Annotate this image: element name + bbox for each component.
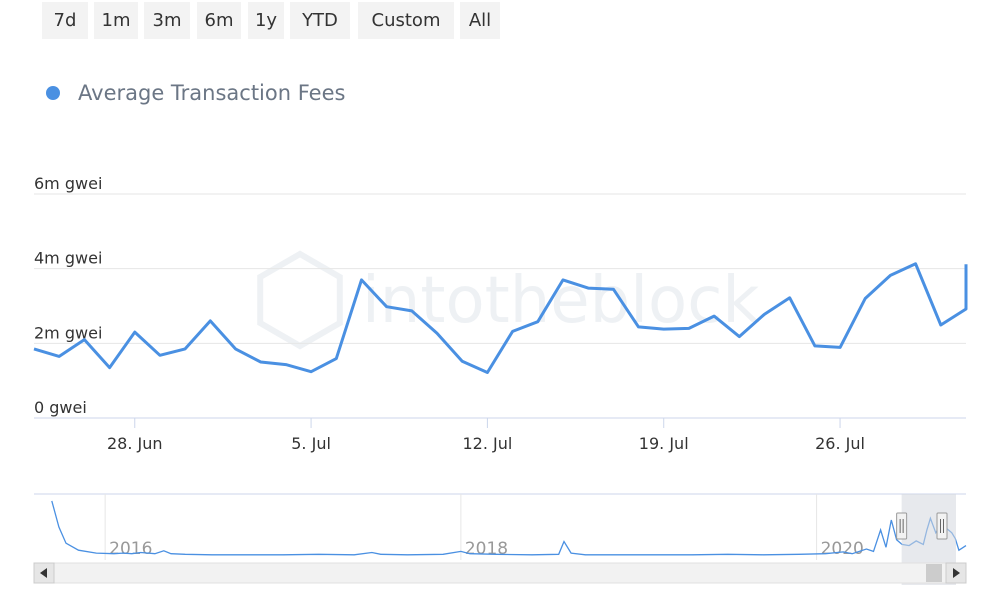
navigator-right-handle[interactable] — [936, 512, 948, 540]
scroll-right-arrow-icon[interactable] — [945, 562, 967, 584]
x-tick-label: 5. Jul — [291, 434, 331, 453]
range-7d-button[interactable]: 7d — [42, 2, 88, 39]
range-custom-button[interactable]: Custom — [358, 2, 454, 39]
y-tick-label: 2m gwei — [34, 323, 102, 342]
watermark-logo — [257, 250, 343, 350]
x-tick-label: 28. Jun — [107, 434, 163, 453]
range-all-button[interactable]: All — [460, 2, 500, 39]
navigator-year-label: 2020 — [821, 539, 864, 559]
x-tick-label: 12. Jul — [462, 434, 512, 453]
x-tick-label: 19. Jul — [639, 434, 689, 453]
y-tick-label: 6m gwei — [34, 174, 102, 193]
x-tick-label: 26. Jul — [815, 434, 865, 453]
scrollbar-track[interactable] — [33, 562, 967, 584]
range-3m-button[interactable]: 3m — [144, 2, 190, 39]
legend-dot-icon — [46, 86, 60, 100]
navigator-year-label: 2016 — [109, 539, 152, 559]
y-tick-label: 4m gwei — [34, 249, 102, 268]
navigator-year-label: 2018 — [465, 539, 508, 559]
legend-series-label[interactable]: Average Transaction Fees — [78, 81, 346, 105]
series-line-average-transaction-fees[interactable] — [33, 262, 968, 374]
range-1m-button[interactable]: 1m — [94, 2, 138, 39]
y-tick-label: 0 gwei — [34, 398, 87, 417]
scrollbar-thumb[interactable] — [926, 564, 942, 582]
navigator-left-handle[interactable] — [896, 512, 908, 540]
scroll-left-arrow-icon[interactable] — [33, 562, 55, 584]
range-6m-button[interactable]: 6m — [197, 2, 241, 39]
range-ytd-button[interactable]: YTD — [290, 2, 350, 39]
range-1y-button[interactable]: 1y — [248, 2, 284, 39]
